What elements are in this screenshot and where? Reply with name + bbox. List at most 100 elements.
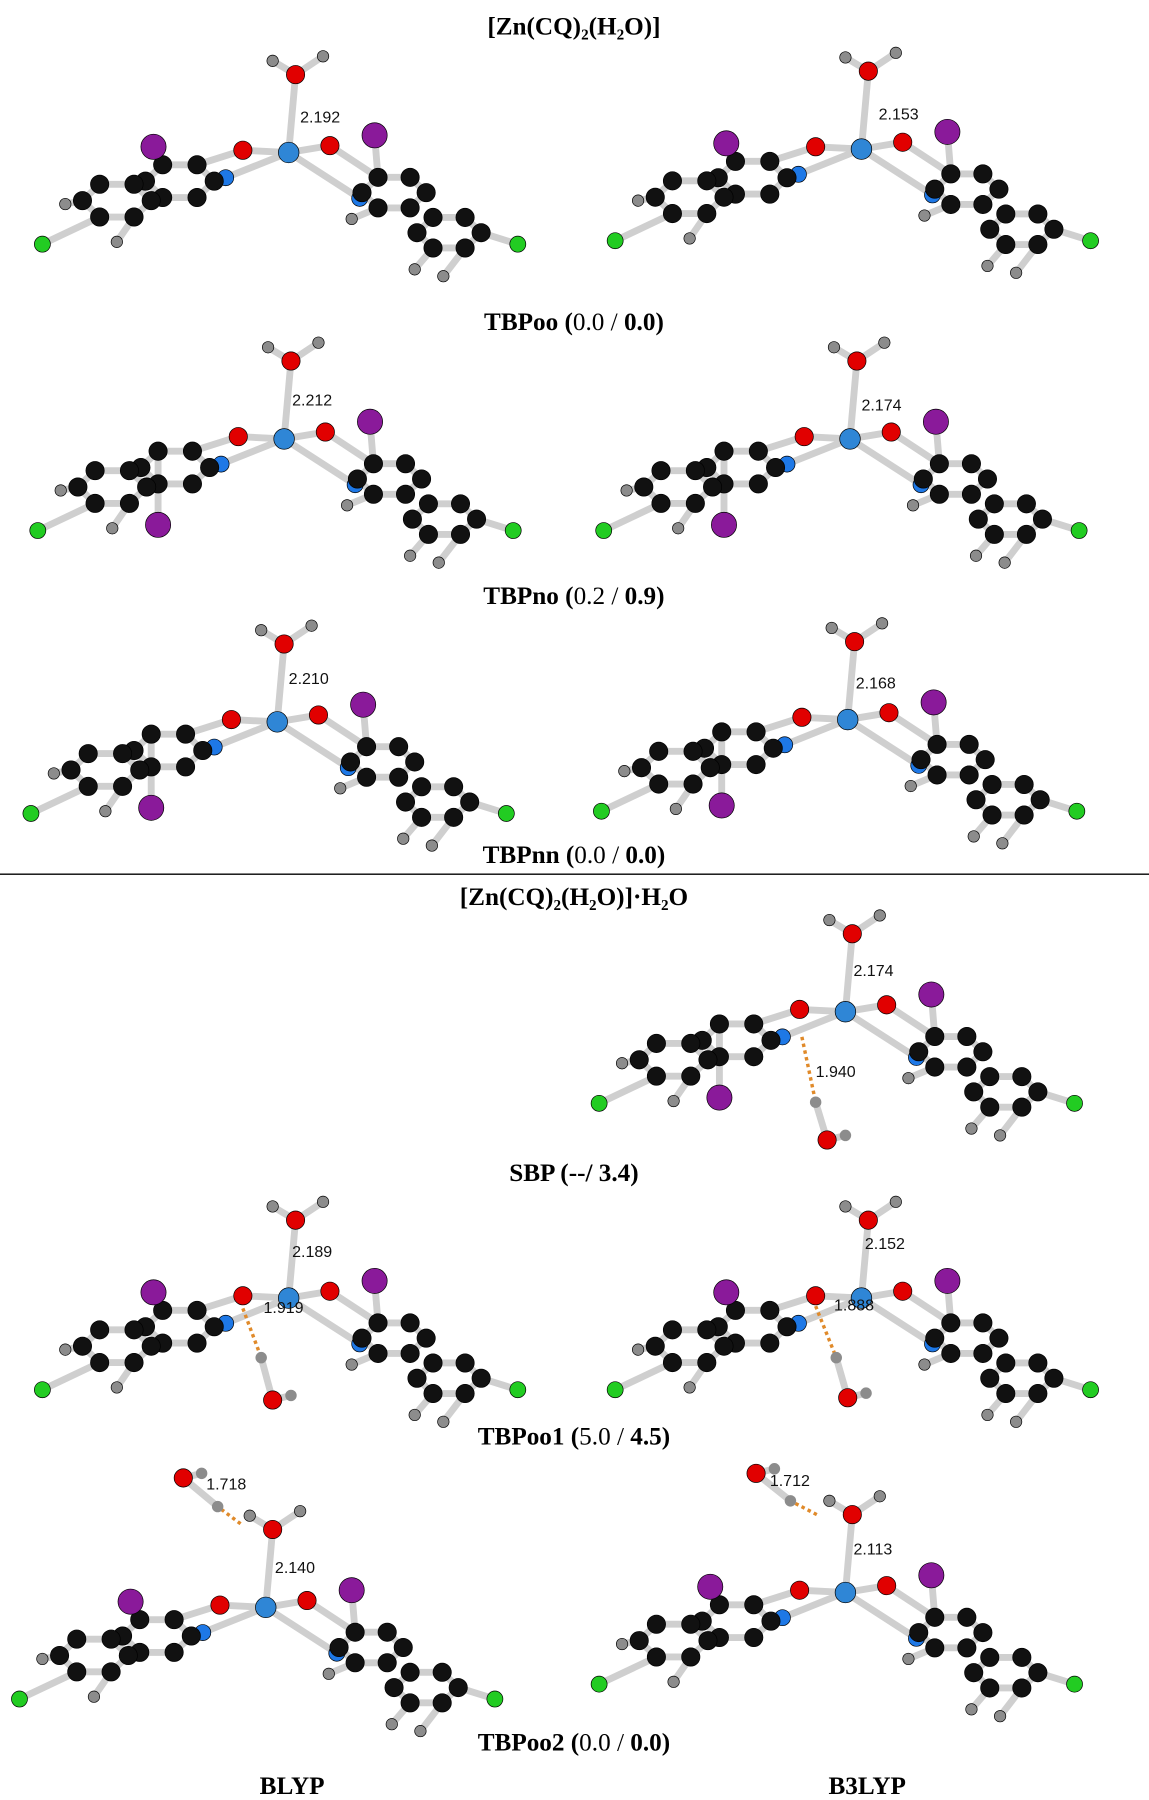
method-label: BLYP: [260, 1773, 325, 1800]
label-part: 4.5): [630, 1424, 670, 1451]
atom: [698, 1574, 723, 1599]
atom: [1013, 1648, 1031, 1666]
atom: [30, 523, 46, 539]
label-part: TBPnn (: [483, 842, 575, 869]
atom: [607, 1382, 623, 1398]
label-part: 0.0): [630, 1730, 670, 1757]
atom: [646, 1337, 664, 1355]
atom: [981, 1098, 999, 1116]
atom: [286, 65, 304, 83]
atom: [914, 470, 932, 488]
atom: [983, 775, 1001, 793]
atom: [472, 224, 490, 242]
atom: [438, 1416, 449, 1427]
atom: [396, 455, 414, 473]
atom: [1033, 510, 1051, 528]
atom: [1010, 267, 1021, 278]
atom: [682, 1034, 700, 1052]
atom: [710, 1015, 728, 1033]
atom: [408, 224, 426, 242]
atom: [630, 1631, 648, 1649]
atom: [840, 1201, 851, 1212]
atom: [369, 168, 387, 186]
atom: [68, 1630, 86, 1648]
atom: [596, 523, 612, 539]
atom: [745, 1048, 763, 1066]
atom: [894, 133, 912, 151]
atom: [409, 1409, 420, 1420]
distance-label: 2.113: [853, 1541, 892, 1559]
atom: [843, 925, 861, 943]
distance-label: 1.712: [770, 1472, 810, 1490]
atom: [125, 208, 143, 226]
atom: [828, 342, 839, 353]
atom: [907, 500, 918, 511]
molecule: [30, 337, 521, 568]
atom: [985, 495, 1003, 513]
atom: [282, 352, 300, 370]
atom: [424, 239, 442, 257]
method-label: B3LYP: [828, 1773, 905, 1800]
atom: [928, 735, 946, 753]
label-part: 0.0 /: [579, 1730, 630, 1757]
atom: [357, 768, 375, 786]
atom: [684, 775, 702, 793]
atom: [149, 442, 167, 460]
atom: [672, 523, 683, 534]
atom: [1031, 791, 1049, 809]
page: {"header": {"title": "[Zn(CQ)₂(H₂O)]"}, …: [0, 0, 1149, 1800]
atom: [894, 1282, 912, 1300]
atom: [621, 485, 632, 496]
atom: [663, 204, 681, 222]
atom: [369, 1344, 387, 1362]
distance-label: 2.212: [292, 392, 332, 410]
atom: [107, 523, 118, 534]
structure-label: TBPoo1 (5.0 / 4.5): [478, 1424, 670, 1451]
atom: [793, 708, 811, 726]
atom: [183, 442, 201, 460]
atom: [23, 805, 39, 821]
atom: [278, 142, 299, 163]
atom: [417, 183, 435, 201]
label-part: 0.2 /: [574, 583, 625, 610]
atom: [309, 706, 327, 724]
molecule: [591, 1491, 1082, 1722]
atom: [766, 458, 784, 476]
section-title: [Zn(CQ)₂(H₂O)]: [487, 14, 660, 41]
atom: [456, 1354, 474, 1372]
bond: [861, 1220, 868, 1298]
molecule: [11, 1505, 502, 1736]
atom: [978, 470, 996, 488]
atom: [835, 1582, 856, 1603]
atom: [255, 624, 266, 635]
atom: [37, 1653, 48, 1664]
atom: [86, 461, 104, 479]
atom: [335, 783, 346, 794]
bond: [266, 1529, 273, 1607]
atom: [433, 557, 444, 568]
atom: [890, 1196, 901, 1207]
atom: [353, 1329, 371, 1347]
atom: [69, 478, 87, 496]
atom: [966, 1704, 977, 1715]
atom: [188, 1334, 206, 1352]
atom: [298, 1591, 316, 1609]
atom: [205, 172, 223, 190]
label-part: TBPoo1 (: [478, 1424, 579, 1451]
atom: [983, 806, 1001, 824]
atom: [926, 1329, 944, 1347]
atom: [357, 738, 375, 756]
atom: [419, 495, 437, 513]
label-part: 0.9): [625, 583, 665, 610]
atom: [935, 119, 960, 144]
atom: [879, 337, 890, 348]
atom: [234, 141, 252, 159]
molecule: [591, 910, 1082, 1141]
atom: [401, 1694, 419, 1712]
atom: [684, 1382, 695, 1393]
atom: [378, 1654, 396, 1672]
atom: [976, 751, 994, 769]
atom: [686, 494, 704, 512]
atom: [647, 1034, 665, 1052]
atom: [707, 1085, 732, 1110]
